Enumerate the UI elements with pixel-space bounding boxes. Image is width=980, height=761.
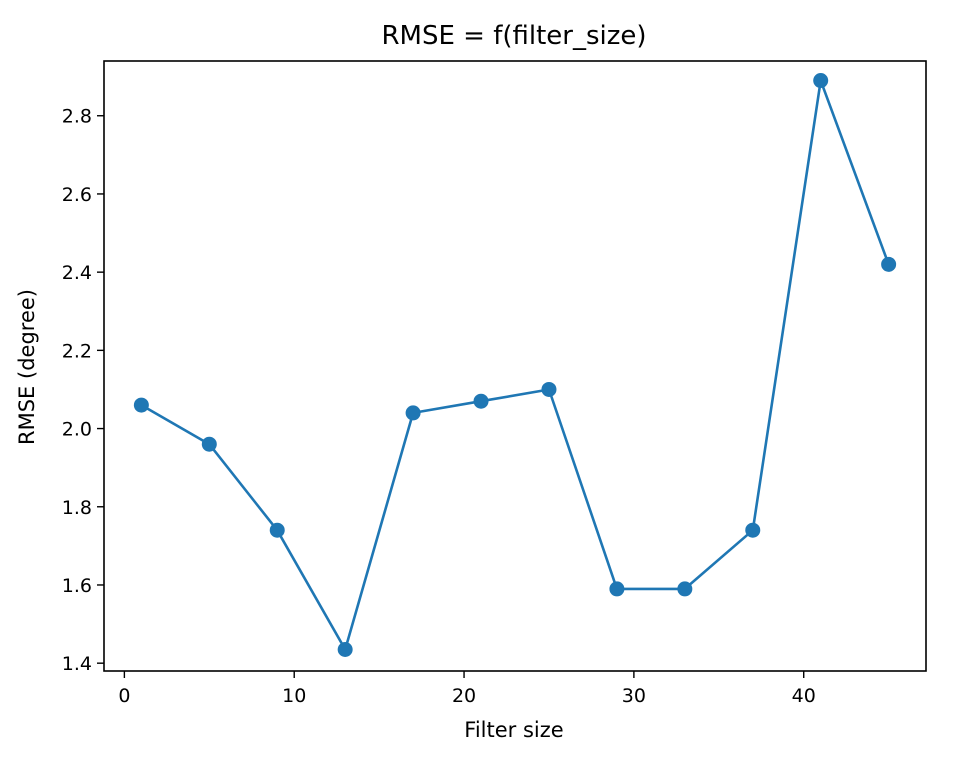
data-point <box>541 381 557 397</box>
chart-title: RMSE = f(filter_size) <box>381 21 646 51</box>
y-tick-label: 2.4 <box>62 262 92 284</box>
data-point <box>337 641 353 657</box>
plot-area <box>103 60 927 672</box>
y-tick-label: 2.2 <box>62 340 92 362</box>
y-tick-label: 2.0 <box>62 419 92 441</box>
y-tick-label: 2.6 <box>62 184 92 206</box>
data-point <box>473 393 489 409</box>
data-point <box>269 522 285 538</box>
series-line <box>140 79 890 651</box>
y-tick-label: 1.4 <box>62 653 92 675</box>
data-point <box>405 405 421 421</box>
x-axis-ticks: 0 10 20 30 40 <box>118 671 816 707</box>
y-axis-label: RMSE (degree) <box>15 289 39 445</box>
data-point <box>677 581 693 597</box>
x-tick-label: 20 <box>452 685 476 707</box>
data-point <box>881 256 897 272</box>
data-point <box>813 73 829 89</box>
x-tick-label: 40 <box>792 685 816 707</box>
data-point <box>745 522 761 538</box>
data-point <box>133 397 149 413</box>
x-tick-label: 30 <box>622 685 646 707</box>
x-tick-label: 10 <box>282 685 306 707</box>
y-tick-label: 1.6 <box>62 575 92 597</box>
x-tick-label: 0 <box>118 685 130 707</box>
plot-frame <box>103 60 927 672</box>
y-tick-label: 1.8 <box>62 497 92 519</box>
series-layer <box>133 73 897 657</box>
y-tick-label: 2.8 <box>62 106 92 128</box>
x-axis-label: Filter size <box>464 718 563 742</box>
data-point <box>201 436 217 452</box>
data-point <box>609 581 625 597</box>
y-axis-ticks: 1.4 1.6 1.8 2.0 2.2 2.4 2.6 2.8 <box>62 106 104 675</box>
